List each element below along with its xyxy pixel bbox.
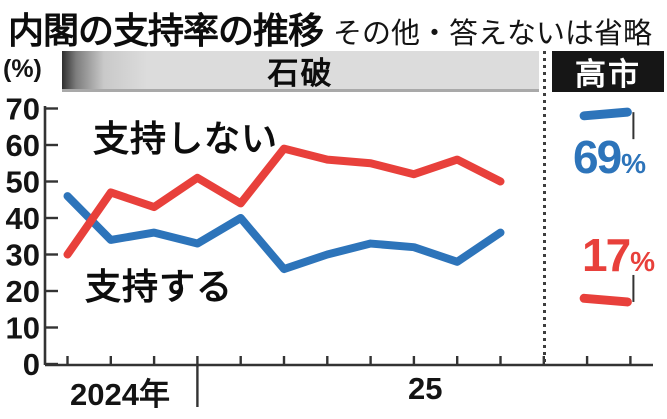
approve-percent-number: 69 xyxy=(573,131,622,183)
y-tick-label: 0 xyxy=(23,347,40,382)
callout-disapprove-value: 17% xyxy=(582,232,655,278)
y-tick-label: 70 xyxy=(6,92,40,127)
y-axis-unit-label: (%) xyxy=(3,55,42,83)
series-label-approve: 支持する xyxy=(85,266,234,307)
x-axis-label-2024: 2024年 xyxy=(70,377,170,412)
y-tick-label: 30 xyxy=(6,238,40,273)
x-axis-label-25: 25 xyxy=(408,371,443,406)
y-tick-label: 10 xyxy=(6,311,40,346)
title-row: 内閣の支持率の推移 その他・答えないは省略 xyxy=(8,2,652,54)
y-tick-label: 20 xyxy=(6,274,40,309)
approve-percent-sign: % xyxy=(621,148,647,179)
takaichi-approve-segment xyxy=(579,107,632,121)
y-tick-label: 50 xyxy=(6,165,40,200)
disapprove-percent-number: 17 xyxy=(582,229,631,281)
era-header-takaichi: 高市 xyxy=(552,51,664,92)
disapprove-line xyxy=(63,144,505,259)
era-divider-dotted-line xyxy=(543,51,546,364)
subtitle-note: その他・答えないは省略 xyxy=(333,18,653,50)
disapprove-percent-sign: % xyxy=(630,246,656,277)
y-tick-label: 60 xyxy=(6,128,40,163)
takaichi-disapprove-segment xyxy=(579,293,632,307)
page-title: 内閣の支持率の推移 xyxy=(8,10,324,51)
era-header-ishiba: 石破 xyxy=(62,51,539,92)
callout-approve-value: 69% xyxy=(573,134,646,180)
y-tick-label: 40 xyxy=(6,201,40,236)
series-label-disapprove: 支持しない xyxy=(93,118,279,159)
